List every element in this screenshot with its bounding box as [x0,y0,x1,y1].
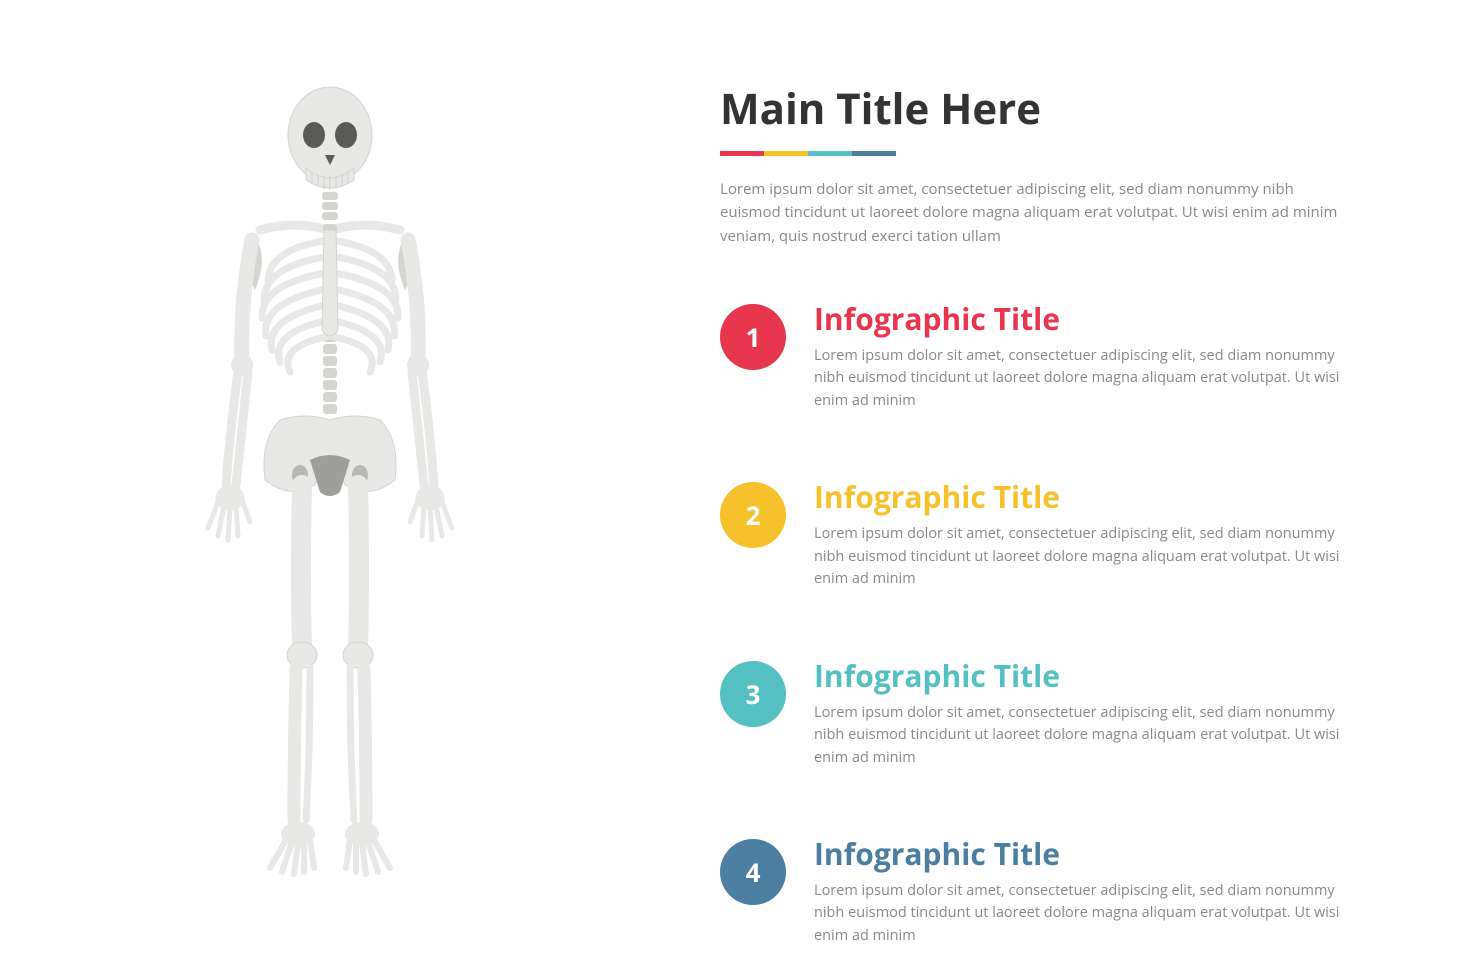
item-description: Lorem ipsum dolor sit amet, consectetuer… [814,523,1340,590]
item-title: Infographic Title [814,298,1340,339]
content-column: Main Title Here Lorem ipsum dolor sit am… [660,0,1470,980]
main-description: Lorem ipsum dolor sit amet, consectetuer… [720,178,1340,248]
info-item-4: 4 Infographic Title Lorem ipsum dolor sit … [720,833,1340,947]
item-badge: 1 [720,304,786,370]
item-badge: 3 [720,661,786,727]
items-list: 1 Infographic Title Lorem ipsum dolor sit … [720,298,1340,948]
item-description: Lorem ipsum dolor sit amet, consectetuer… [814,345,1340,412]
illustration-column [0,0,660,980]
infographic-canvas: Main Title Here Lorem ipsum dolor sit am… [0,0,1470,980]
item-body: Infographic Title Lorem ipsum dolor sit a… [814,655,1340,769]
item-body: Infographic Title Lorem ipsum dolor sit a… [814,833,1340,947]
item-description: Lorem ipsum dolor sit amet, consectetuer… [814,702,1340,769]
accent-segment [808,151,852,156]
item-body: Infographic Title Lorem ipsum dolor sit a… [814,476,1340,590]
item-badge: 2 [720,482,786,548]
info-item-3: 3 Infographic Title Lorem ipsum dolor sit … [720,655,1340,769]
item-description: Lorem ipsum dolor sit amet, consectetuer… [814,880,1340,947]
item-body: Infographic Title Lorem ipsum dolor sit a… [814,298,1340,412]
info-item-2: 2 Infographic Title Lorem ipsum dolor sit … [720,476,1340,590]
info-item-1: 1 Infographic Title Lorem ipsum dolor sit … [720,298,1340,412]
main-title: Main Title Here [720,80,1340,137]
accent-segment [852,151,896,156]
accent-segment [720,151,764,156]
accent-bar [720,151,1340,156]
item-title: Infographic Title [814,655,1340,696]
item-title: Infographic Title [814,833,1340,874]
item-title: Infographic Title [814,476,1340,517]
accent-segment [764,151,808,156]
item-badge: 4 [720,839,786,905]
skeleton-icon [160,80,500,900]
skeleton-illustration [160,80,500,900]
